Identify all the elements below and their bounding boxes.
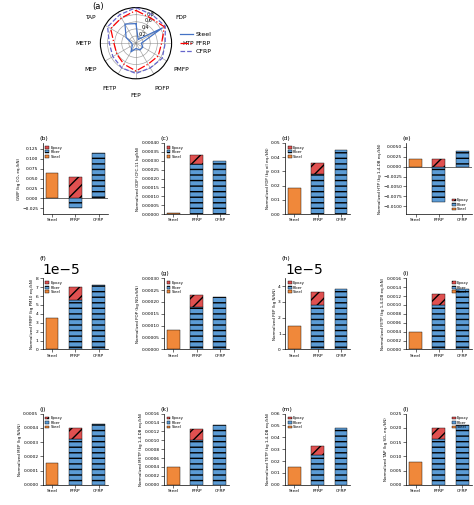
Bar [190,295,203,307]
Y-axis label: Normalized POP (kg NOx/kN): Normalized POP (kg NOx/kN) [136,285,140,343]
Bar [456,425,469,485]
Bar [213,161,226,214]
Bar [335,428,347,485]
Bar [213,297,226,349]
Bar [409,332,422,349]
Y-axis label: Normalized FETP (kg 1,4-DB eq./kN): Normalized FETP (kg 1,4-DB eq./kN) [382,278,385,350]
Bar [432,439,445,485]
Bar [190,429,203,440]
Bar [69,287,82,300]
Bar [190,307,203,349]
Y-axis label: Normalized FDP (kg oil eq./kN): Normalized FDP (kg oil eq./kN) [265,147,270,210]
Text: (i): (i) [403,272,410,276]
Y-axis label: Normalized TETP (kg 1,4-DB eq./kN): Normalized TETP (kg 1,4-DB eq./kN) [265,413,270,485]
Y-axis label: Normalized HTP (kg 1,4-DB eq./kN): Normalized HTP (kg 1,4-DB eq./kN) [378,143,382,214]
Text: (c): (c) [161,136,169,141]
Bar [432,167,445,203]
Bar [288,188,301,214]
Bar [190,164,203,214]
Text: (f): (f) [39,257,46,261]
Bar [46,318,58,349]
Y-axis label: Normalized METP (kg 1,4-DB eq./kN): Normalized METP (kg 1,4-DB eq./kN) [139,413,143,486]
Bar [311,174,324,214]
Legend: Epoxy, Fiber, Steel: Epoxy, Fiber, Steel [451,197,470,212]
Legend: Epoxy, Fiber, Steel: Epoxy, Fiber, Steel [451,280,470,295]
Legend: Steel, FFRP, CFRP: Steel, FFRP, CFRP [178,31,213,56]
Bar [335,150,347,214]
Bar [46,173,58,198]
Bar [335,289,347,349]
Text: (a): (a) [92,2,103,11]
Text: (m): (m) [282,407,292,412]
Legend: Epoxy, Fiber, Steel: Epoxy, Fiber, Steel [287,416,305,430]
Bar [432,305,445,349]
Bar [190,156,203,164]
Y-axis label: Normalized PEP (kg N/kN): Normalized PEP (kg N/kN) [273,288,277,340]
Bar [409,462,422,485]
Bar [409,159,422,167]
Legend: Epoxy, Fiber, Steel: Epoxy, Fiber, Steel [45,145,63,160]
Y-axis label: GWP (kg CO₂ eq./kN): GWP (kg CO₂ eq./kN) [17,158,21,199]
Bar [432,294,445,305]
Bar [311,445,324,455]
Bar [432,159,445,167]
Text: (b): (b) [39,136,48,141]
Bar [69,439,82,485]
Bar [456,289,469,349]
Bar [92,153,105,198]
Legend: Epoxy, Fiber, Steel: Epoxy, Fiber, Steel [166,145,184,160]
Bar [311,455,324,485]
Text: (g): (g) [161,272,169,276]
Bar [213,425,226,485]
Text: (d): (d) [282,136,291,141]
Bar [69,198,82,208]
Bar [46,464,58,485]
Bar [167,467,180,485]
Bar [456,151,469,167]
Bar [311,163,324,174]
Bar [311,305,324,349]
Bar [167,213,180,214]
Text: (l): (l) [403,407,410,412]
Text: (j): (j) [39,407,46,412]
Bar [288,326,301,349]
Bar [311,292,324,305]
Bar [167,330,180,349]
Bar [190,440,203,485]
Y-axis label: Normalized ODP (CFC-11 kg/kN): Normalized ODP (CFC-11 kg/kN) [136,146,140,211]
Legend: Epoxy, Fiber, Steel: Epoxy, Fiber, Steel [287,280,305,295]
Legend: Epoxy, Fiber, Steel: Epoxy, Fiber, Steel [287,145,305,160]
Text: (k): (k) [161,407,169,412]
Text: (h): (h) [282,257,291,261]
Bar [92,285,105,349]
Y-axis label: Normalized PMFP (kg PM10 eq./kN): Normalized PMFP (kg PM10 eq./kN) [30,279,34,349]
Y-axis label: Normalized TAP (kg SO₂ eq./kN): Normalized TAP (kg SO₂ eq./kN) [384,417,388,481]
Bar [288,467,301,485]
Legend: Epoxy, Fiber, Steel: Epoxy, Fiber, Steel [45,280,63,295]
Y-axis label: Normalized MEP (kg N/kN): Normalized MEP (kg N/kN) [18,423,22,476]
Bar [69,428,82,439]
Bar [432,428,445,439]
Text: (e): (e) [403,136,411,141]
Legend: Epoxy, Fiber, Steel: Epoxy, Fiber, Steel [166,416,184,430]
Bar [69,300,82,349]
Legend: Epoxy, Fiber, Steel: Epoxy, Fiber, Steel [45,416,63,430]
Bar [69,177,82,198]
Legend: Epoxy, Fiber, Steel: Epoxy, Fiber, Steel [451,416,470,430]
Bar [92,424,105,485]
Legend: Epoxy, Fiber, Steel: Epoxy, Fiber, Steel [166,280,184,295]
